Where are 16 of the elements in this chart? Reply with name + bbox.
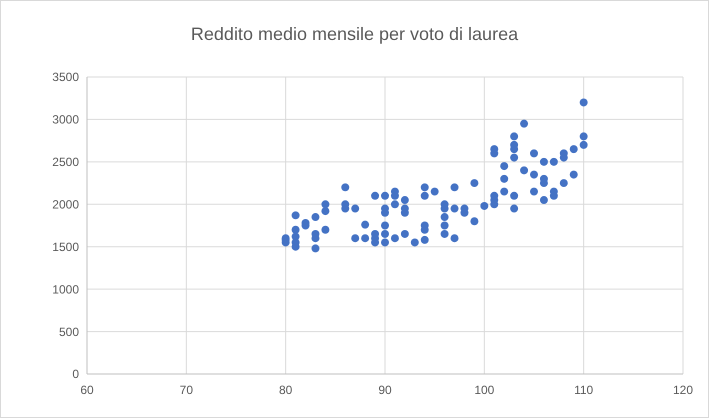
x-tick-label: 90 bbox=[378, 383, 392, 397]
y-tick-label: 1000 bbox=[52, 282, 80, 296]
x-tick-label: 110 bbox=[574, 383, 594, 397]
x-tick-label: 60 bbox=[80, 383, 94, 397]
x-tick-label: 80 bbox=[278, 383, 293, 397]
y-tick-label: 2500 bbox=[52, 155, 80, 170]
chart-title: Reddito medio mensile per voto di laurea bbox=[190, 24, 520, 44]
y-tick-label: 500 bbox=[58, 324, 80, 339]
y-tick-label: 2000 bbox=[52, 197, 80, 212]
x-tick-label: 100 bbox=[474, 383, 495, 397]
y-tick-label: 1500 bbox=[52, 240, 80, 254]
y-tick-label: 3500 bbox=[52, 70, 80, 84]
x-tick-label: 120 bbox=[672, 383, 694, 397]
y-tick-label: 0 bbox=[72, 367, 80, 382]
y-tick-label: 3000 bbox=[52, 112, 80, 127]
x-tick-label: 70 bbox=[180, 383, 194, 397]
